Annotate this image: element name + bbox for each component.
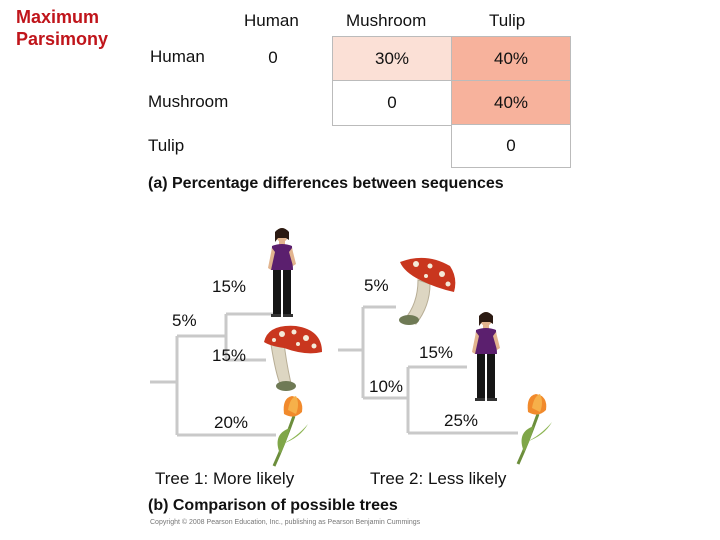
copyright-notice: Copyright © 2008 Pearson Education, Inc.… [150, 519, 421, 526]
cell-human-human: 0 [268, 48, 278, 67]
caption-a: (a) Percentage differences between seque… [148, 175, 504, 192]
cell-mushroom-mushroom: 0 [332, 80, 451, 126]
tree2-label-inner-branch: 10% [369, 377, 404, 396]
tree1-label-human-branch: 15% [212, 277, 247, 296]
tulip-tree1 [272, 396, 308, 467]
tree2-label-human-branch: 15% [419, 343, 454, 362]
tulip-tree2 [516, 394, 552, 465]
row-header-tulip: Tulip [148, 136, 185, 155]
tree1-label-tulip-branch: 20% [214, 413, 249, 432]
tree2-label-tulip-branch: 25% [444, 411, 479, 430]
tree1-caption: Tree 1: More likely [155, 469, 295, 488]
tree2-label-mushroom-branch: 5% [364, 276, 389, 295]
cell-human-tulip: 40% [451, 36, 571, 81]
caption-b: (b) Comparison of possible trees [148, 497, 398, 514]
cell-tulip-tulip: 0 [451, 124, 571, 168]
column-header-mushroom: Mushroom [346, 11, 427, 30]
human-figure-tree1 [268, 228, 296, 317]
column-header-tulip: Tulip [489, 11, 526, 30]
row-header-mushroom: Mushroom [148, 92, 229, 111]
mushroom-tree2 [399, 257, 456, 325]
tree1-label-outer-branch: 5% [172, 311, 197, 330]
row-header-human: Human [150, 47, 205, 66]
cell-mushroom-tulip: 40% [451, 80, 571, 125]
tree1-label-mushroom-branch: 15% [212, 346, 247, 365]
slide-title: Maximum Parsimony [16, 7, 109, 49]
human-figure-tree2 [472, 312, 500, 401]
tree2-caption: Tree 2: Less likely [370, 469, 507, 488]
mushroom-tree1 [264, 325, 322, 391]
cell-human-mushroom: 30% [332, 36, 451, 81]
column-header-human: Human [244, 11, 299, 30]
